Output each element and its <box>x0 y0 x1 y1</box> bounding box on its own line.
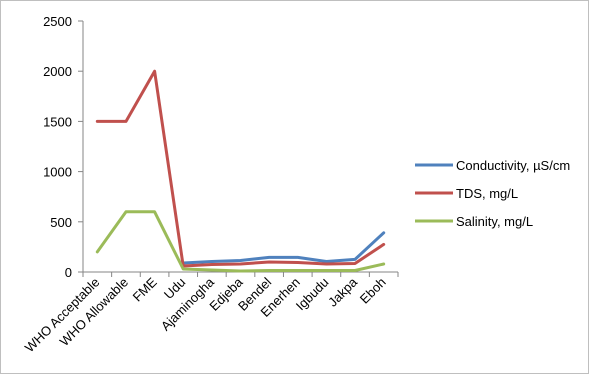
legend-label: Conductivity, µS/cm <box>456 158 570 173</box>
y-tick-label: 2500 <box>43 14 72 29</box>
series-line <box>95 69 386 268</box>
series-line <box>95 210 386 273</box>
x-tick-label: Eboh <box>357 275 389 307</box>
y-tick-label: 1500 <box>43 114 72 129</box>
x-tick-label: Igbudu <box>293 275 332 314</box>
y-tick-label: 2000 <box>43 64 72 79</box>
series-lines <box>95 69 386 273</box>
y-axis: 0 500 1000 1500 2000 2500 <box>43 14 84 280</box>
series-line <box>181 231 386 265</box>
legend-label: Salinity, mg/L <box>456 214 533 229</box>
y-tick-label: 0 <box>65 265 72 280</box>
y-tick-label: 500 <box>50 215 72 230</box>
x-tick-label: Jakpa <box>325 274 361 310</box>
x-tick-label: FME <box>130 274 160 304</box>
y-tick-label: 1000 <box>43 165 72 180</box>
legend-label: TDS, mg/L <box>456 186 518 201</box>
legend: Conductivity, µS/cm TDS, mg/L Salinity, mg… <box>415 158 570 229</box>
